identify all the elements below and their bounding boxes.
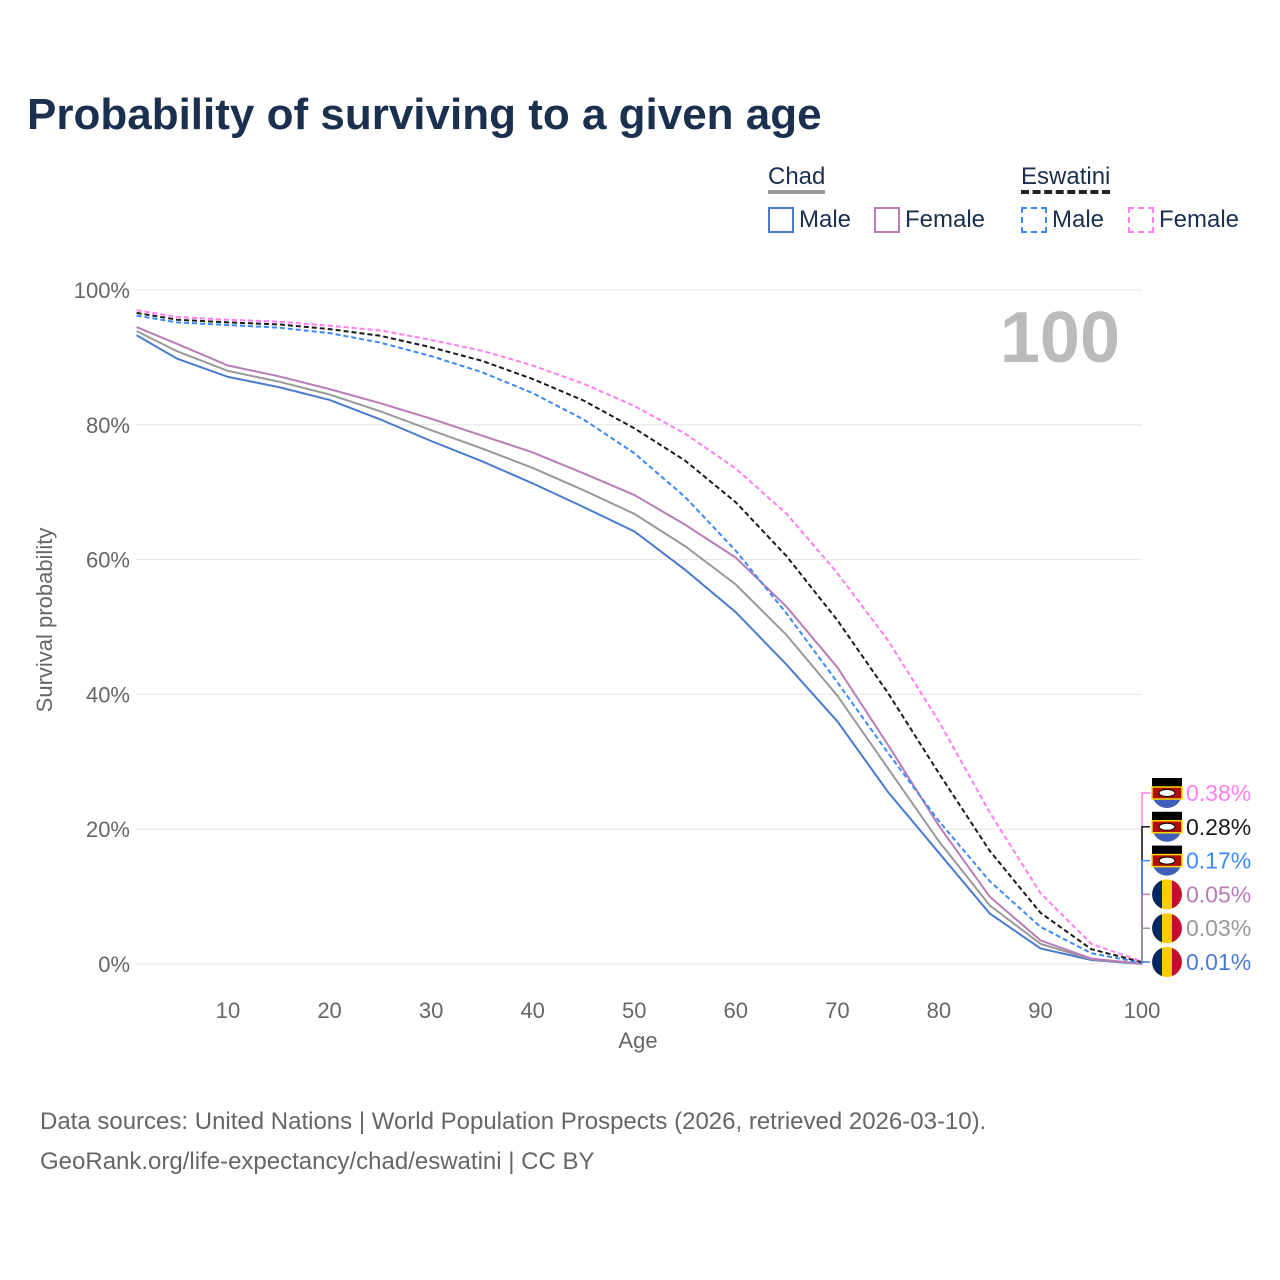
- end-value-label: 0.38%: [1186, 780, 1251, 806]
- x-axis-label: Age: [618, 1028, 657, 1053]
- flag-part: [1158, 856, 1176, 865]
- x-tick-label: 80: [927, 998, 951, 1023]
- flag-part: [1172, 914, 1182, 943]
- end-value-label: 0.03%: [1186, 915, 1251, 941]
- flag-part: [1152, 811, 1182, 823]
- end-value-label: 0.01%: [1186, 949, 1251, 975]
- footer-link[interactable]: GeoRank.org/life-expectancy/chad/eswatin…: [40, 1148, 595, 1175]
- x-tick-label: 40: [520, 998, 544, 1023]
- flag-part: [1152, 914, 1162, 943]
- footer-source: Data sources: United Nations | World Pop…: [40, 1108, 987, 1135]
- series-line-eswatini-male: [136, 314, 1143, 964]
- label-connector: [1141, 961, 1150, 964]
- x-tick-label: 60: [724, 998, 748, 1023]
- end-value-label: 0.17%: [1186, 848, 1251, 874]
- x-tick-label: 70: [825, 998, 849, 1023]
- label-connector: [1141, 792, 1150, 962]
- legend-group-chad: Chad: [768, 164, 826, 194]
- end-value-label: 0.28%: [1186, 814, 1251, 840]
- y-tick-label: 20%: [86, 817, 130, 842]
- series-line-chad-female: [136, 326, 1143, 965]
- series-line-chad-total: [136, 330, 1143, 965]
- chart-title: Probability of surviving to a given age: [27, 90, 822, 139]
- label-connector: [1141, 859, 1150, 963]
- legend-label: Male: [1052, 206, 1105, 233]
- flag-part: [1152, 845, 1182, 857]
- legend-label: Male: [799, 206, 852, 233]
- x-tick-label: 30: [419, 998, 443, 1023]
- legend-chad-male[interactable]: Male: [768, 206, 851, 234]
- flag-part: [1158, 789, 1176, 797]
- legend-eswatini-female[interactable]: Female: [1128, 206, 1239, 234]
- legend-swatch: [1021, 207, 1047, 233]
- legend-group-eswatini: Eswatini: [1021, 164, 1111, 194]
- series-line-eswatini-female: [136, 309, 1143, 963]
- end-value-label: 0.05%: [1186, 881, 1251, 907]
- y-tick-label: 60%: [86, 548, 130, 573]
- x-tick-label: 50: [622, 998, 646, 1023]
- legend-swatch: [768, 207, 794, 233]
- label-connector: [1141, 893, 1150, 964]
- x-tick-label: 10: [216, 998, 240, 1023]
- series-line-eswatini-total: [136, 311, 1143, 964]
- flag-part: [1172, 880, 1182, 909]
- y-axis-label: Survival probability: [32, 528, 57, 713]
- age-annotation: 100: [1000, 298, 1120, 378]
- flag-part: [1158, 822, 1176, 831]
- y-tick-label: 80%: [86, 413, 130, 438]
- x-tick-label: 100: [1124, 998, 1161, 1023]
- legend-swatch: [1128, 207, 1154, 233]
- y-tick-label: 40%: [86, 682, 130, 707]
- legend-label: Female: [1159, 206, 1240, 233]
- flag-part: [1172, 947, 1182, 977]
- y-tick-label: 100%: [74, 278, 130, 303]
- series-line-chad-male: [136, 334, 1143, 965]
- label-connector: [1141, 927, 1150, 964]
- y-tick-label: 0%: [98, 952, 130, 977]
- flag-part: [1152, 947, 1162, 977]
- legend-swatch: [874, 207, 900, 233]
- flag-part: [1152, 880, 1162, 909]
- x-tick-label: 20: [317, 998, 341, 1023]
- legend-chad-female[interactable]: Female: [874, 206, 985, 234]
- x-tick-label: 90: [1028, 998, 1052, 1023]
- legend-label: Female: [905, 206, 986, 233]
- legend-eswatini-male[interactable]: Male: [1021, 206, 1104, 234]
- flag-part: [1152, 778, 1182, 789]
